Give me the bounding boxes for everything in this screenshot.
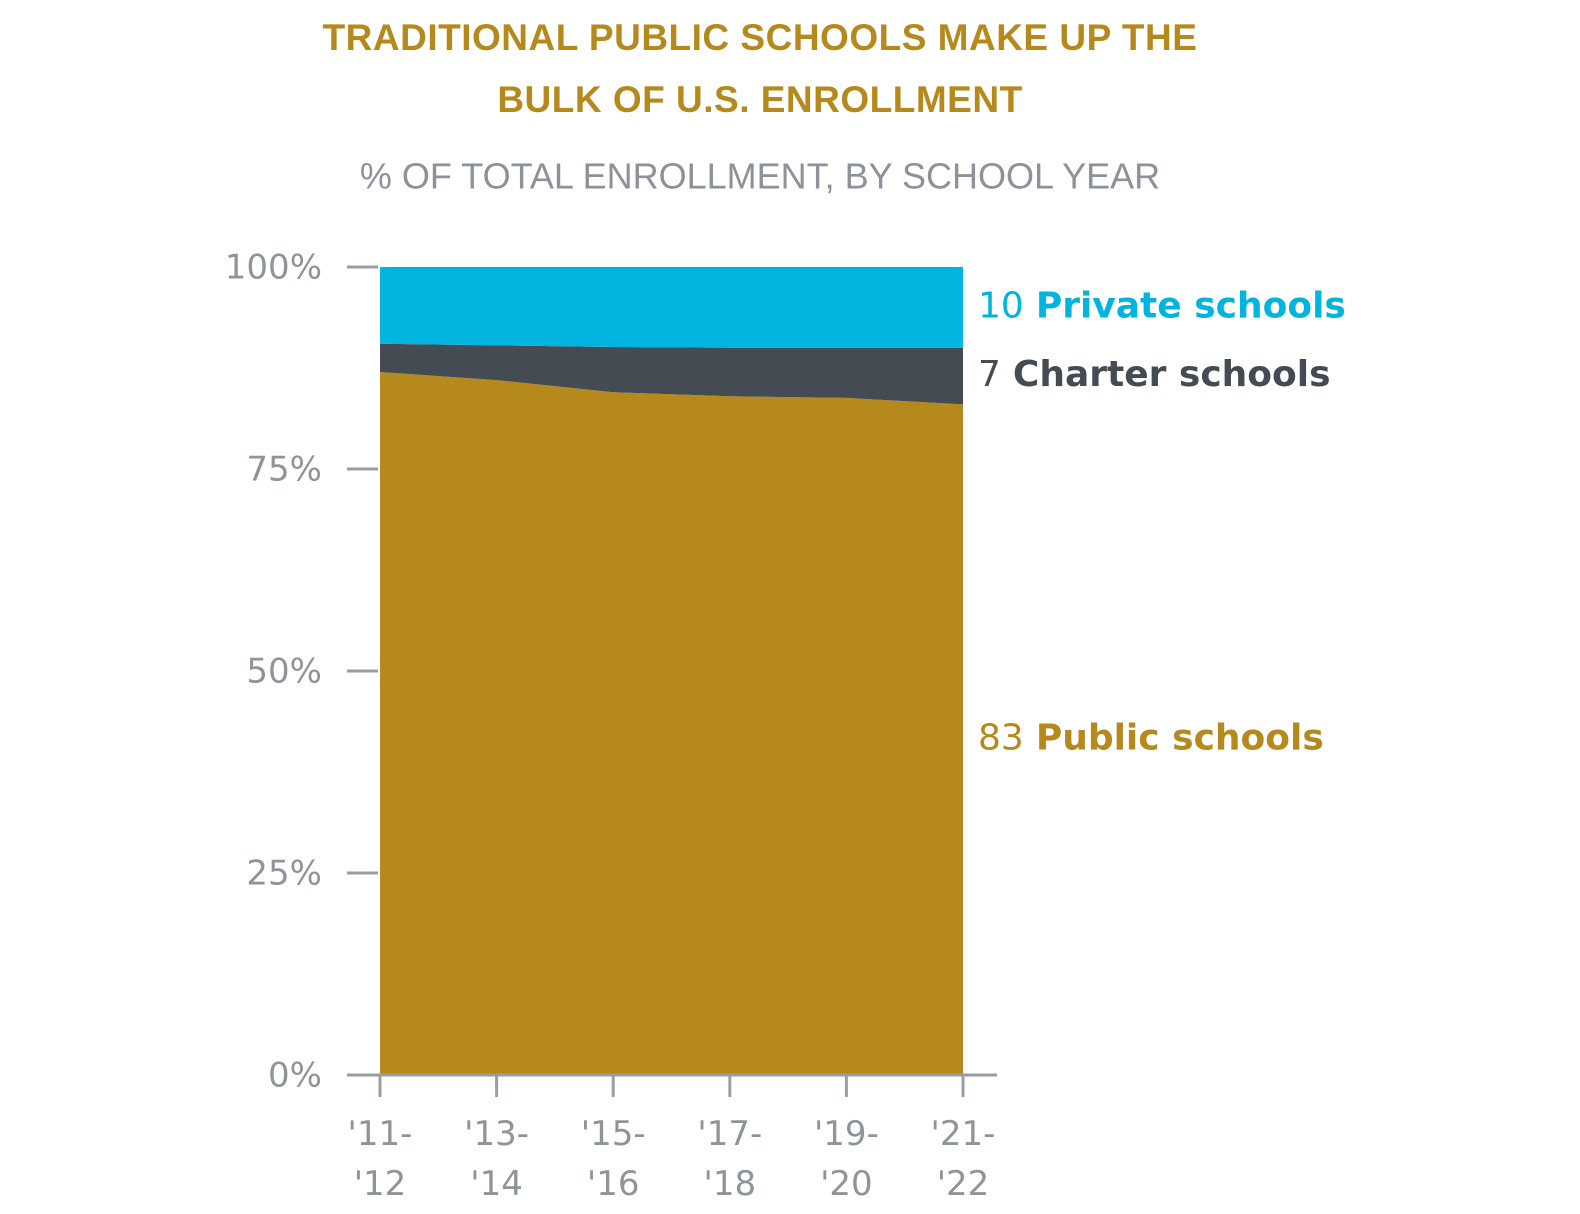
series-value: 7 [978,354,1001,395]
x-tick-label: '13-'14 [464,1114,529,1204]
x-tick-label: '21-'22 [931,1114,996,1204]
area [380,267,963,348]
y-tick-label: 100% [225,248,322,288]
area [380,343,963,405]
series-label: 10 Private schools [978,285,1346,326]
y-tick-label: 50% [246,652,322,692]
y-tick-label: 25% [246,854,322,894]
x-tick-label: '11-'12 [348,1114,413,1204]
series-value: 10 [978,285,1024,326]
x-tick-label: '19-'20 [814,1114,879,1204]
y-tick-label: 0% [268,1056,322,1096]
series-name: Public schools [1036,718,1324,759]
chart-subtitle: % OF TOTAL ENROLLMENT, BY SCHOOL YEAR [360,156,1160,197]
chart-title: BULK OF U.S. ENROLLMENT [497,79,1022,120]
series-name: Private schools [1036,285,1346,326]
series-label: 83 Public schools [978,718,1324,759]
x-tick-label: '15-'16 [581,1114,646,1204]
chart-title: TRADITIONAL PUBLIC SCHOOLS MAKE UP THE [323,17,1198,58]
y-tick-label: 75% [246,450,322,490]
x-tick-label: '17-'18 [697,1114,762,1204]
series-label: 7 Charter schools [978,354,1331,395]
series-name: Charter schools [1013,354,1331,395]
series-value: 83 [978,718,1024,759]
area [380,372,963,1075]
